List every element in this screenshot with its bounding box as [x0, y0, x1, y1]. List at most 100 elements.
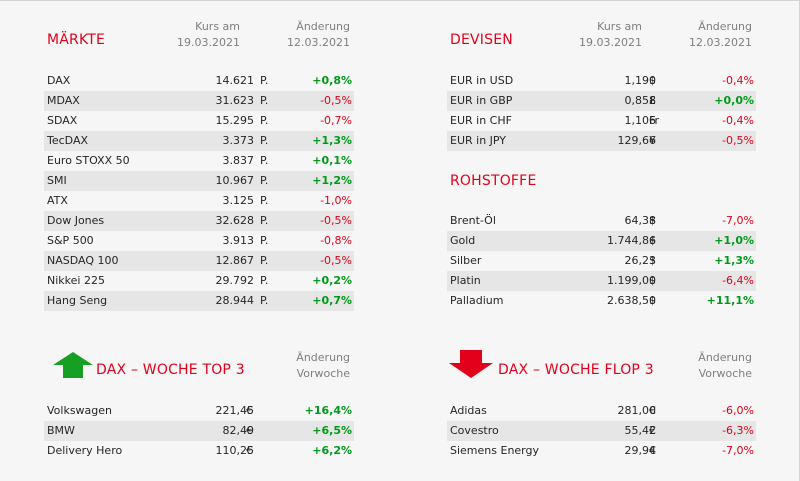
table-row: Platin 1.199,00 $ -6,4% — [447, 271, 756, 291]
row-name: Covestro — [450, 424, 499, 437]
row-unit: £ — [649, 94, 656, 107]
row-value: 1.744,86 — [607, 234, 656, 247]
top3-table: Volkswagen 221,45 € +16,4% BMW 82,49 € +6,5% Del… — [44, 401, 354, 461]
table-row: Dow Jones 32.628 P. -0,5% — [44, 211, 354, 231]
row-unit: $ — [649, 214, 656, 227]
row-unit: P. — [260, 234, 269, 247]
table-row: SDAX 15.295 P. -0,7% — [44, 111, 354, 131]
table-row: Palladium 2.638,50 $ +11,1% — [447, 291, 756, 311]
table-row: EUR in GBP 0,858 £ +0,0% — [447, 91, 756, 111]
row-value: 129,66 — [617, 134, 657, 147]
row-name: MDAX — [47, 94, 80, 107]
row-change: -1,0% — [320, 194, 352, 207]
table-row: Volkswagen 221,45 € +16,4% — [44, 401, 354, 421]
row-unit: € — [246, 404, 253, 417]
row-value: 64,38 — [624, 214, 657, 227]
row-value: 28.944 — [215, 294, 255, 307]
row-unit: P. — [260, 134, 269, 147]
row-change: +0,8% — [312, 74, 352, 87]
table-row: SMI 10.967 P. +1,2% — [44, 171, 354, 191]
row-value: 1,190 — [624, 74, 657, 87]
row-unit: € — [246, 444, 253, 457]
table-row: BMW 82,49 € +6,5% — [44, 421, 354, 441]
row-change: -0,5% — [722, 134, 754, 147]
row-change: +6,2% — [312, 444, 352, 457]
row-value: 55,42 — [624, 424, 657, 437]
table-row: Adidas 281,00 € -6,0% — [447, 401, 756, 421]
col-aenderung-label: Änderung — [698, 20, 752, 33]
col-aenderung-period: Vorwoche — [296, 367, 350, 380]
row-unit: P. — [260, 194, 269, 207]
row-name: EUR in USD — [450, 74, 514, 87]
row-unit: € — [246, 424, 253, 437]
top3-title: DAX – WOCHE TOP 3 — [96, 362, 245, 378]
devisen-col-aenderung: Änderung 12.03.2021 — [672, 19, 752, 51]
down-arrow-icon — [449, 350, 493, 378]
table-row: Delivery Hero 110,25 € +6,2% — [44, 441, 354, 461]
row-unit: P. — [260, 94, 269, 107]
col-aenderung-date: 12.03.2021 — [689, 36, 752, 49]
row-value: 29.792 — [215, 274, 255, 287]
row-name: Palladium — [450, 294, 504, 307]
devisen-col-kurs: Kurs am 19.03.2021 — [562, 19, 642, 51]
row-value: 3.373 — [222, 134, 255, 147]
row-unit: P. — [260, 114, 269, 127]
row-change: +1,0% — [714, 234, 754, 247]
row-unit: ¥ — [649, 134, 656, 147]
row-name: EUR in JPY — [450, 134, 507, 147]
flop3-table: Adidas 281,00 € -6,0% Covestro 55,42 € -6,3% Sie… — [447, 401, 756, 461]
row-value: 2.638,50 — [607, 294, 656, 307]
row-change: +0,1% — [312, 154, 352, 167]
col-aenderung-label: Änderung — [698, 351, 752, 364]
row-change: -0,7% — [320, 114, 352, 127]
row-value: 3.125 — [222, 194, 255, 207]
row-value: 32.628 — [215, 214, 255, 227]
col-aenderung-period: Vorwoche — [698, 367, 752, 380]
row-change: +1,2% — [312, 174, 352, 187]
flop3-col-aenderung: Änderung Vorwoche — [672, 350, 752, 382]
row-unit: € — [649, 404, 656, 417]
table-row: Euro STOXX 50 3.837 P. +0,1% — [44, 151, 354, 171]
col-kurs-date: 19.03.2021 — [177, 36, 240, 49]
col-aenderung-label: Änderung — [296, 20, 350, 33]
table-row: Hang Seng 28.944 P. +0,7% — [44, 291, 354, 311]
row-name: Volkswagen — [47, 404, 113, 417]
row-change: -0,4% — [722, 114, 754, 127]
table-row: EUR in CHF 1,106 Fr -0,4% — [447, 111, 756, 131]
table-row: Brent-Öl 64,38 $ -7,0% — [447, 211, 756, 231]
row-value: 82,49 — [222, 424, 255, 437]
row-name: SMI — [47, 174, 67, 187]
row-unit: P. — [260, 74, 269, 87]
up-arrow-icon — [53, 352, 93, 378]
row-value: 221,45 — [215, 404, 255, 417]
col-aenderung-label: Änderung — [296, 351, 350, 364]
row-unit: P. — [260, 214, 269, 227]
col-kurs-label: Kurs am — [195, 20, 240, 33]
row-name: Platin — [450, 274, 481, 287]
row-value: 281,00 — [617, 404, 657, 417]
table-row: Siemens Energy 29,94 € -7,0% — [447, 441, 756, 461]
flop3-title: DAX – WOCHE FLOP 3 — [498, 362, 654, 378]
row-name: DAX — [47, 74, 71, 87]
row-name: Hang Seng — [47, 294, 108, 307]
rohstoffe-table: Brent-Öl 64,38 $ -7,0% Gold 1.744,86 $ +1,0% Sil… — [447, 211, 756, 311]
row-change: +0,7% — [312, 294, 352, 307]
row-name: Siemens Energy — [450, 444, 539, 457]
table-row: Gold 1.744,86 $ +1,0% — [447, 231, 756, 251]
row-name: Gold — [450, 234, 476, 247]
table-row: S&P 500 3.913 P. -0,8% — [44, 231, 354, 251]
row-value: 3.837 — [222, 154, 255, 167]
table-row: NASDAQ 100 12.867 P. -0,5% — [44, 251, 354, 271]
table-row: EUR in JPY 129,66 ¥ -0,5% — [447, 131, 756, 151]
row-name: Nikkei 225 — [47, 274, 105, 287]
row-name: Silber — [450, 254, 482, 267]
row-change: -0,5% — [320, 254, 352, 267]
row-value: 110,25 — [215, 444, 255, 457]
row-change: -0,4% — [722, 74, 754, 87]
row-name: EUR in GBP — [450, 94, 513, 107]
row-name: EUR in CHF — [450, 114, 512, 127]
maerkte-col-kurs: Kurs am 19.03.2021 — [160, 19, 240, 51]
maerkte-table: DAX 14.621 P. +0,8% MDAX 31.623 P. -0,5% SDAX 15.… — [44, 71, 354, 311]
table-row: EUR in USD 1,190 $ -0,4% — [447, 71, 756, 91]
table-row: Covestro 55,42 € -6,3% — [447, 421, 756, 441]
